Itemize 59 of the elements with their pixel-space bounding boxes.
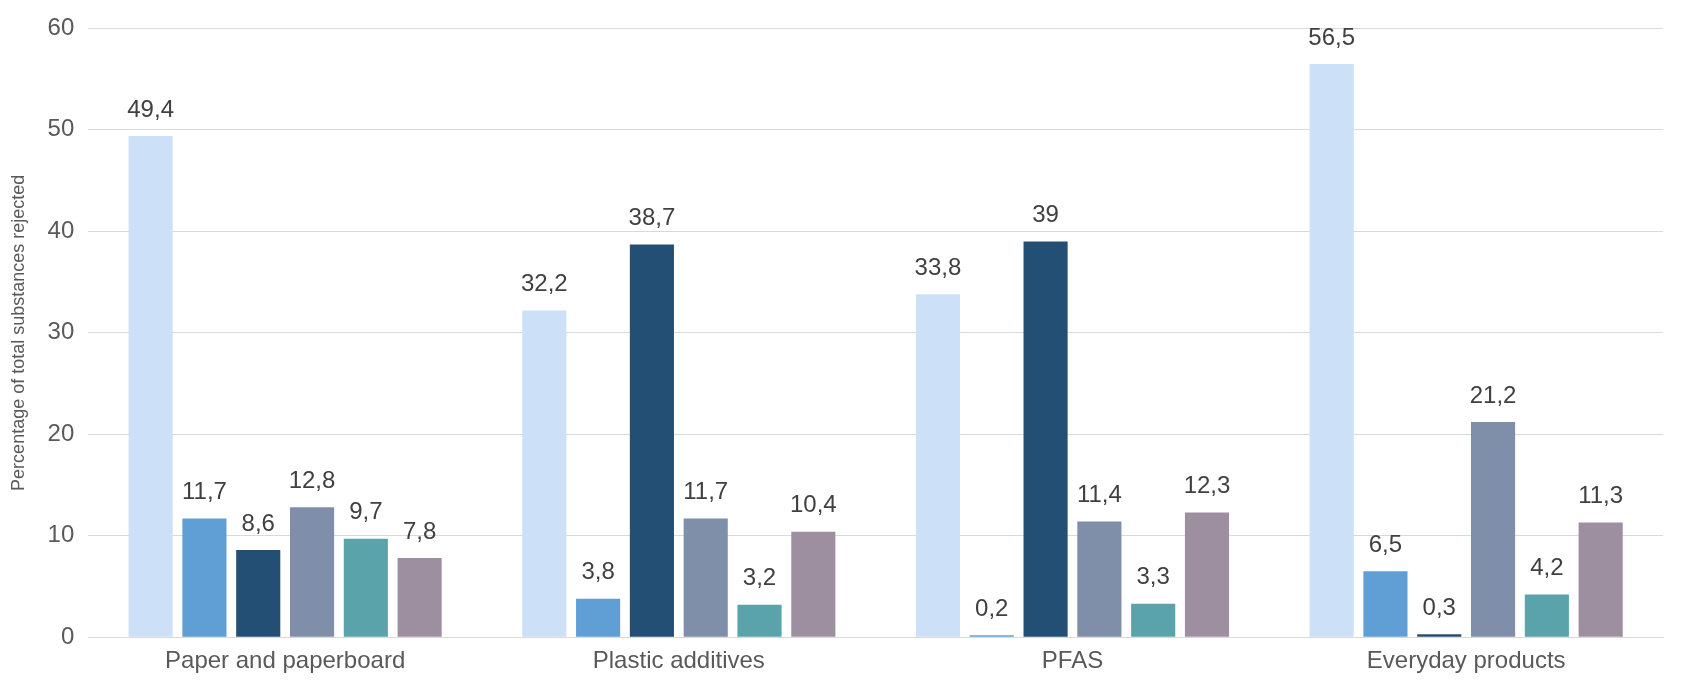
bar: [1309, 63, 1354, 637]
bar: [397, 558, 442, 637]
data-label: 38,7: [628, 203, 676, 231]
data-label: 4,2: [1530, 553, 1564, 581]
data-label: 10,4: [789, 490, 837, 518]
bar: [1471, 422, 1516, 637]
bar: [576, 598, 621, 637]
bar: [128, 135, 173, 637]
data-label: 12,3: [1183, 471, 1231, 499]
bar: [343, 538, 388, 637]
x-tick-label: Paper and paperboard: [165, 646, 406, 674]
x-tick-label: Plastic additives: [592, 646, 765, 674]
data-label: 49,4: [127, 94, 174, 122]
x-tick-label: PFAS: [1041, 646, 1104, 674]
bar: [1417, 634, 1462, 637]
data-label: 56,5: [1308, 22, 1356, 50]
bar: [1077, 521, 1122, 637]
bar: [1578, 522, 1623, 637]
y-tick-label: 30: [47, 317, 75, 345]
bar: [1184, 512, 1230, 637]
data-label: 39: [1032, 200, 1059, 228]
data-label: 0,2: [975, 593, 1009, 621]
data-label: 0,3: [1422, 592, 1456, 620]
data-label: 3,8: [581, 557, 615, 585]
bar: [1131, 603, 1176, 637]
data-label: 11,7: [181, 477, 227, 505]
bar: [683, 518, 728, 637]
data-label: 32,2: [520, 269, 568, 297]
bar: [791, 531, 836, 637]
bar: [1524, 594, 1569, 637]
data-label: 8,6: [241, 508, 275, 536]
bar: [182, 518, 227, 637]
y-axis-title: Percentage of total substances rejected: [7, 174, 28, 491]
y-tick-label: 20: [47, 418, 75, 446]
bar: [1023, 241, 1068, 637]
bar: [1363, 571, 1408, 637]
data-label: 3,2: [742, 563, 777, 591]
data-label: 11,4: [1076, 480, 1122, 508]
data-label: 11,7: [683, 477, 729, 505]
y-tick-label: 0: [60, 621, 75, 649]
data-label: 11,3: [1578, 481, 1624, 509]
data-label: 6,5: [1368, 529, 1403, 557]
bar: [522, 310, 567, 637]
data-label: 3,3: [1136, 562, 1170, 590]
data-label: 12,8: [288, 465, 336, 493]
y-tick-label: 60: [47, 13, 75, 41]
data-label: 7,8: [402, 516, 437, 544]
bar: [289, 507, 335, 637]
bar: [737, 604, 782, 637]
data-label: 21,2: [1469, 380, 1517, 408]
bar: [915, 294, 961, 637]
data-label: 9,7: [349, 497, 383, 525]
bar: [236, 549, 281, 637]
y-tick-label: 50: [47, 114, 75, 142]
x-tick-label: Everyday products: [1366, 646, 1566, 674]
y-tick-label: 10: [47, 520, 75, 548]
bar: [629, 244, 674, 637]
data-label: 33,8: [914, 252, 962, 280]
y-tick-label: 40: [47, 215, 75, 243]
